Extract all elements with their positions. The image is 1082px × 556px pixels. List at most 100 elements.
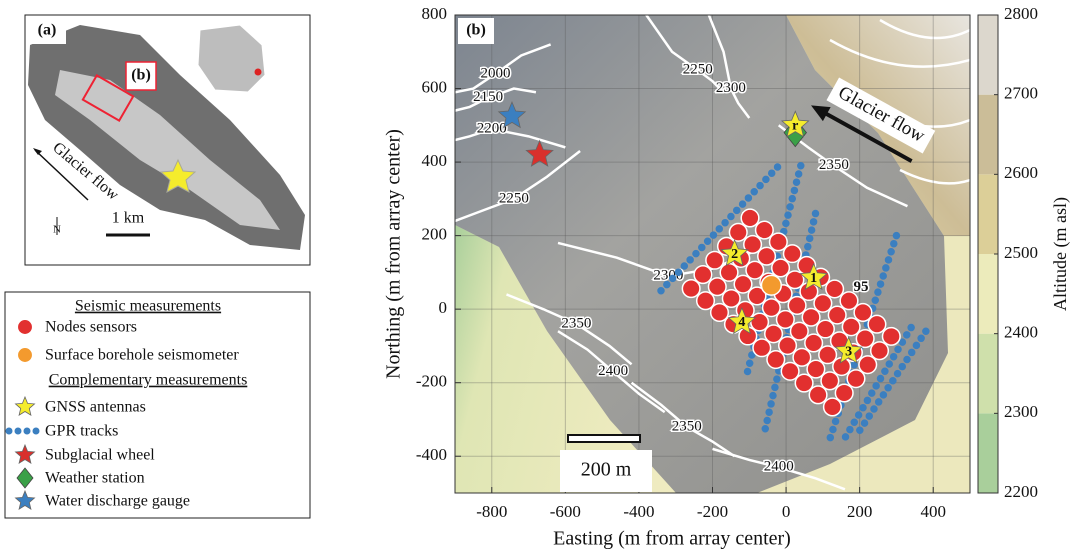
colorbar-tick-label: 2700 (1004, 84, 1038, 103)
contour-line (712, 447, 846, 491)
contour-label: 2350 (672, 418, 702, 434)
marker (740, 208, 760, 228)
y-tick-label: 200 (422, 225, 448, 244)
marker (705, 250, 725, 270)
high-contours (829, 18, 970, 185)
legend-marker (16, 467, 34, 489)
marker (760, 274, 783, 296)
colorbar-step (978, 15, 998, 95)
marker (745, 260, 765, 280)
marker (709, 302, 730, 323)
x-tick-label: -800 (476, 502, 507, 521)
marker (820, 371, 840, 391)
legend-label: Nodes sensors (45, 319, 137, 336)
x-tick-label: 0 (782, 502, 791, 521)
contour-line (630, 381, 736, 458)
marker (771, 258, 791, 278)
panel-label: (a) (38, 22, 57, 39)
marker (775, 309, 795, 329)
y-axis-label: Northing (m from array center) (383, 129, 405, 379)
contour-label: 2400 (764, 459, 794, 475)
marker (818, 345, 838, 365)
marker (853, 302, 873, 323)
marker (766, 349, 786, 370)
marker (867, 314, 887, 334)
marker (846, 369, 866, 389)
marker (752, 338, 772, 358)
contour-label: 2350 (819, 157, 849, 173)
contour-label: 2350 (561, 315, 591, 331)
flow-arrow (34, 149, 89, 201)
contour-label: 2250 (499, 190, 529, 206)
marker (719, 262, 739, 282)
x-tick-label: -200 (697, 502, 728, 521)
x-tick-label: -600 (550, 502, 581, 521)
flow-arrow (823, 110, 913, 163)
panel-b-outline (81, 74, 135, 122)
colorbar-step (978, 94, 998, 175)
marker (801, 307, 821, 327)
y-tick-label: 800 (422, 4, 448, 23)
contour-line (557, 330, 666, 414)
france-map (197, 24, 266, 93)
colorbar-step (978, 174, 998, 254)
marker (693, 265, 713, 285)
flow-arrowhead (811, 105, 831, 122)
point-label: 2 (731, 247, 738, 262)
legend-marker (16, 318, 34, 336)
marker (806, 359, 826, 379)
marker (827, 305, 847, 325)
plot: -800 -600 -400 -200 0 200 400 -400 -200 0 200 400 60… (416, 4, 970, 521)
marker (869, 341, 890, 361)
marker (757, 246, 777, 266)
contour-line (645, 15, 725, 94)
contour-line (506, 293, 633, 366)
y-tick-label: -200 (416, 372, 447, 391)
point-label: 4 (738, 315, 745, 330)
legend-marker (14, 395, 36, 416)
marker (497, 101, 527, 129)
marker (781, 110, 810, 138)
scale-bar (567, 434, 641, 443)
marker (747, 286, 767, 306)
legend-label: Surface borehole seismometer (45, 347, 239, 364)
legend-label: Water discharge gauge (45, 493, 190, 510)
marker (799, 262, 828, 291)
panel-label-box (28, 18, 66, 44)
marker (721, 288, 741, 309)
contour-line (707, 15, 751, 119)
colorbar-step (978, 413, 998, 493)
contours: 2000215022002250230022502300235023502400… (455, 15, 908, 491)
marker (695, 291, 716, 311)
legend-label: GPR tracks (45, 423, 118, 440)
marker (750, 312, 770, 332)
marker (787, 295, 807, 316)
y-tick-label: 0 (439, 298, 448, 317)
legend-label: Subglacial wheel (45, 447, 155, 464)
marker (525, 139, 554, 167)
marker (792, 347, 812, 367)
legend-marker (16, 346, 34, 364)
flow-arrowhead (33, 148, 42, 155)
marker (825, 279, 845, 299)
marker (834, 336, 863, 364)
marker (808, 385, 828, 405)
gpr-track (657, 162, 783, 295)
marker (754, 220, 774, 240)
marker (743, 234, 763, 254)
marker (822, 397, 842, 417)
marker (785, 270, 805, 290)
marker (858, 355, 878, 375)
marker (813, 293, 833, 313)
legend-label: GNSS antennas (45, 399, 146, 416)
flow-label-box (826, 77, 936, 154)
colorbar-tick-label: 2500 (1004, 243, 1038, 262)
marker (761, 298, 781, 318)
map-background (455, 15, 970, 493)
contour-line (455, 127, 566, 149)
marker (707, 277, 727, 297)
panel-label-box (458, 18, 494, 44)
marker (727, 306, 757, 335)
